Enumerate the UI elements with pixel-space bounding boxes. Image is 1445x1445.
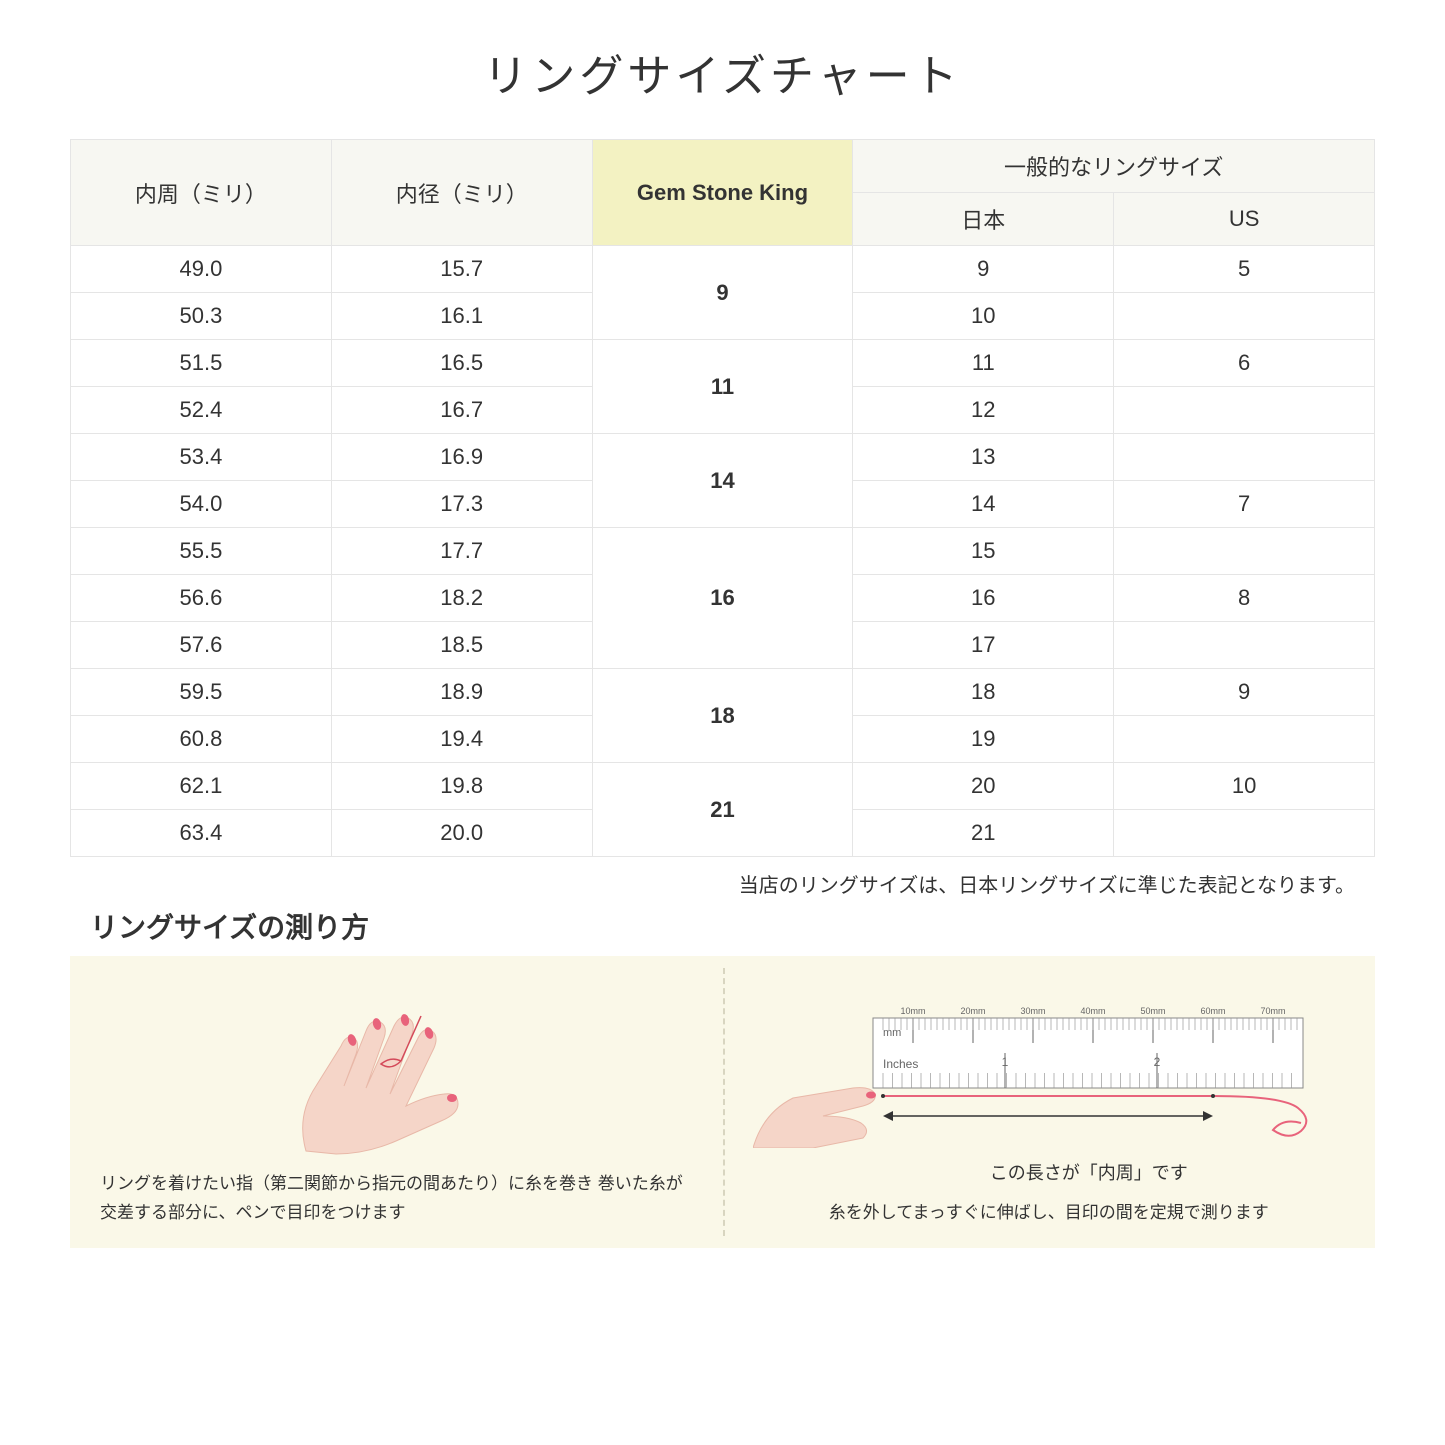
cell-circumference: 59.5	[71, 669, 332, 716]
cell-us	[1114, 528, 1375, 575]
cell-diameter: 20.0	[331, 810, 592, 857]
cell-diameter: 19.4	[331, 716, 592, 763]
cell-japan: 9	[853, 246, 1114, 293]
cell-circumference: 51.5	[71, 340, 332, 387]
header-general-group: 一般的なリングサイズ	[853, 140, 1375, 193]
howto-title: リングサイズの測り方	[90, 906, 1375, 946]
cell-diameter: 18.5	[331, 622, 592, 669]
cell-gsk: 9	[592, 246, 853, 340]
ruler-inch-label: Inches	[883, 1057, 918, 1071]
header-diameter: 内径（ミリ）	[331, 140, 592, 246]
cell-diameter: 16.9	[331, 434, 592, 481]
ruler-mm-label: mm	[883, 1027, 901, 1039]
cell-diameter: 19.8	[331, 763, 592, 810]
header-circumference: 内周（ミリ）	[71, 140, 332, 246]
svg-text:50mm: 50mm	[1140, 1006, 1165, 1016]
cell-us	[1114, 434, 1375, 481]
svg-text:10mm: 10mm	[900, 1006, 925, 1016]
howto-section: リングを着けたい指（第二関節から指元の間あたり）に糸を巻き 巻いた糸が交差する部…	[70, 956, 1375, 1248]
cell-japan: 15	[853, 528, 1114, 575]
howto-step-1: リングを着けたい指（第二関節から指元の間あたり）に糸を巻き 巻いた糸が交差する部…	[70, 956, 723, 1248]
cell-diameter: 15.7	[331, 246, 592, 293]
cell-gsk: 16	[592, 528, 853, 669]
cell-diameter: 17.3	[331, 481, 592, 528]
cell-japan: 20	[853, 763, 1114, 810]
cell-us: 8	[1114, 575, 1375, 622]
table-row: 51.516.511116	[71, 340, 1375, 387]
cell-diameter: 17.7	[331, 528, 592, 575]
cell-circumference: 50.3	[71, 293, 332, 340]
cell-japan: 19	[853, 716, 1114, 763]
cell-japan: 16	[853, 575, 1114, 622]
cell-us	[1114, 810, 1375, 857]
cell-circumference: 60.8	[71, 716, 332, 763]
cell-japan: 13	[853, 434, 1114, 481]
cell-us: 6	[1114, 340, 1375, 387]
svg-text:2: 2	[1153, 1055, 1160, 1069]
cell-us: 9	[1114, 669, 1375, 716]
svg-text:30mm: 30mm	[1020, 1006, 1045, 1016]
cell-diameter: 16.7	[331, 387, 592, 434]
header-gsk: Gem Stone King	[592, 140, 853, 246]
table-row: 59.518.918189	[71, 669, 1375, 716]
cell-circumference: 49.0	[71, 246, 332, 293]
table-footnote: 当店のリングサイズは、日本リングサイズに準じた表記となります。	[70, 869, 1375, 898]
cell-us	[1114, 293, 1375, 340]
page-title: リングサイズチャート	[70, 40, 1375, 104]
table-row: 49.015.7995	[71, 246, 1375, 293]
cell-diameter: 18.9	[331, 669, 592, 716]
cell-japan: 17	[853, 622, 1114, 669]
svg-text:1: 1	[1001, 1055, 1008, 1069]
cell-japan: 12	[853, 387, 1114, 434]
table-row: 53.416.91413	[71, 434, 1375, 481]
table-row: 62.119.8212010	[71, 763, 1375, 810]
svg-text:70mm: 70mm	[1260, 1006, 1285, 1016]
cell-circumference: 54.0	[71, 481, 332, 528]
svg-text:60mm: 60mm	[1200, 1006, 1225, 1016]
cell-diameter: 16.1	[331, 293, 592, 340]
howto-caption-right: 糸を外してまっすぐに伸ばし、目印の間を定規で測ります	[753, 1199, 1346, 1228]
cell-circumference: 52.4	[71, 387, 332, 434]
cell-us	[1114, 622, 1375, 669]
cell-gsk: 14	[592, 434, 853, 528]
cell-circumference: 57.6	[71, 622, 332, 669]
cell-us: 10	[1114, 763, 1375, 810]
cell-gsk: 11	[592, 340, 853, 434]
cell-diameter: 16.5	[331, 340, 592, 387]
cell-japan: 21	[853, 810, 1114, 857]
cell-gsk: 21	[592, 763, 853, 857]
cell-circumference: 56.6	[71, 575, 332, 622]
cell-us	[1114, 387, 1375, 434]
header-us: US	[1114, 193, 1375, 246]
svg-text:20mm: 20mm	[960, 1006, 985, 1016]
hand-illustration-left	[246, 976, 546, 1156]
ruler-illustration: mm Inches 10mm 20mm 30mm 40mm 50mm 60mm 70mm 1…	[753, 998, 1313, 1148]
cell-circumference: 53.4	[71, 434, 332, 481]
cell-circumference: 62.1	[71, 763, 332, 810]
cell-diameter: 18.2	[331, 575, 592, 622]
cell-circumference: 55.5	[71, 528, 332, 575]
size-chart-table: 内周（ミリ） 内径（ミリ） Gem Stone King 一般的なリングサイズ …	[70, 139, 1375, 857]
cell-japan: 11	[853, 340, 1114, 387]
cell-circumference: 63.4	[71, 810, 332, 857]
svg-text:40mm: 40mm	[1080, 1006, 1105, 1016]
ruler-length-label: この長さが「内周」です	[833, 1159, 1346, 1185]
cell-us: 5	[1114, 246, 1375, 293]
cell-japan: 14	[853, 481, 1114, 528]
header-japan: 日本	[853, 193, 1114, 246]
cell-japan: 18	[853, 669, 1114, 716]
howto-step-2: mm Inches 10mm 20mm 30mm 40mm 50mm 60mm 70mm 1…	[723, 956, 1376, 1248]
cell-us	[1114, 716, 1375, 763]
cell-us: 7	[1114, 481, 1375, 528]
howto-caption-left: リングを着けたい指（第二関節から指元の間あたり）に糸を巻き 巻いた糸が交差する部…	[100, 1170, 693, 1228]
cell-japan: 10	[853, 293, 1114, 340]
table-row: 55.517.71615	[71, 528, 1375, 575]
cell-gsk: 18	[592, 669, 853, 763]
